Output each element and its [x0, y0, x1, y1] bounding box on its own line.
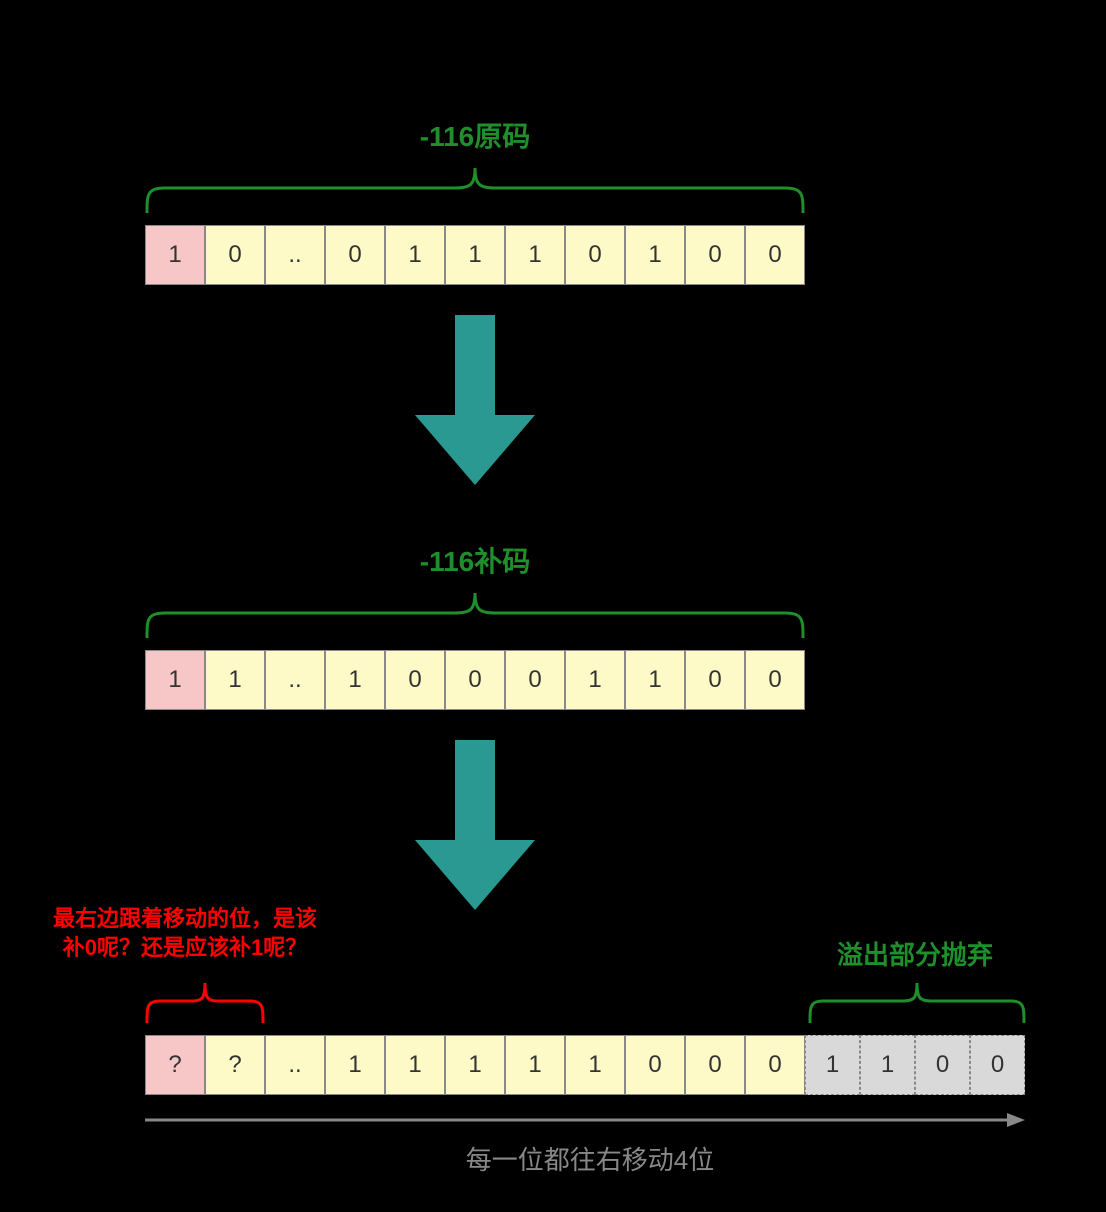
row1-cell-7: 0	[565, 225, 625, 285]
row1-bitrow: 1 0 .. 0 1 1 1 0 1 0 0	[145, 225, 805, 285]
row1-cell-4: 1	[385, 225, 445, 285]
row3-cell-2: ..	[265, 1035, 325, 1095]
row2-cell-5: 0	[445, 650, 505, 710]
row2-brace	[145, 585, 805, 640]
row3-green-brace	[808, 975, 1026, 1025]
bottom-arrow-icon	[145, 1110, 1025, 1130]
row2-label: -116补码	[145, 540, 805, 580]
row1-cell-0: 1	[145, 225, 205, 285]
row1-cell-9: 0	[685, 225, 745, 285]
row1-cell-6: 1	[505, 225, 565, 285]
row2-cell-10: 0	[745, 650, 805, 710]
row3-red-brace	[145, 975, 265, 1025]
row3-overflow-3: 0	[970, 1035, 1025, 1095]
arrow2-icon	[415, 740, 535, 910]
row3-cell-4: 1	[385, 1035, 445, 1095]
row3-cell-3: 1	[325, 1035, 385, 1095]
row3-bitrow: ? ? .. 1 1 1 1 1 0 0 0 1 1 0 0	[145, 1035, 1025, 1095]
row2-cell-8: 1	[625, 650, 685, 710]
row1-cell-1: 0	[205, 225, 265, 285]
row1-cell-8: 1	[625, 225, 685, 285]
arrow1-icon	[415, 315, 535, 485]
row3-cell-9: 0	[685, 1035, 745, 1095]
row3-cell-5: 1	[445, 1035, 505, 1095]
row2-cell-2: ..	[265, 650, 325, 710]
row3-cell-0: ?	[145, 1035, 205, 1095]
row3-overflow-1: 1	[860, 1035, 915, 1095]
row2-cell-0: 1	[145, 650, 205, 710]
row1-brace	[145, 160, 805, 215]
row2-bitrow: 1 1 .. 1 0 0 0 1 1 0 0	[145, 650, 805, 710]
row1-cell-3: 0	[325, 225, 385, 285]
row2-cell-4: 0	[385, 650, 445, 710]
row3-cell-8: 0	[625, 1035, 685, 1095]
row2-cell-9: 0	[685, 650, 745, 710]
row2-cell-1: 1	[205, 650, 265, 710]
row3-cell-1: ?	[205, 1035, 265, 1095]
row2-cell-7: 1	[565, 650, 625, 710]
row3-red-label-line1: 最右边跟着移动的位，是该	[53, 906, 317, 931]
row2-cell-6: 0	[505, 650, 565, 710]
bottom-label: 每一位都往右移动4位	[340, 1140, 840, 1177]
row3-cell-7: 1	[565, 1035, 625, 1095]
row3-red-label-line2: 补0呢？还是应该补1呢？	[63, 935, 307, 960]
row3-overflow-2: 0	[915, 1035, 970, 1095]
row3-overflow-0: 1	[805, 1035, 860, 1095]
row3-cell-10: 0	[745, 1035, 805, 1095]
row3-red-label: 最右边跟着移动的位，是该 补0呢？还是应该补1呢？	[30, 905, 340, 962]
row3-cell-6: 1	[505, 1035, 565, 1095]
row1-cell-2: ..	[265, 225, 325, 285]
row1-cell-10: 0	[745, 225, 805, 285]
row3-green-label: 溢出部分抛弃	[800, 935, 1030, 972]
row2-cell-3: 1	[325, 650, 385, 710]
row1-cell-5: 1	[445, 225, 505, 285]
row1-label: -116原码	[145, 115, 805, 155]
